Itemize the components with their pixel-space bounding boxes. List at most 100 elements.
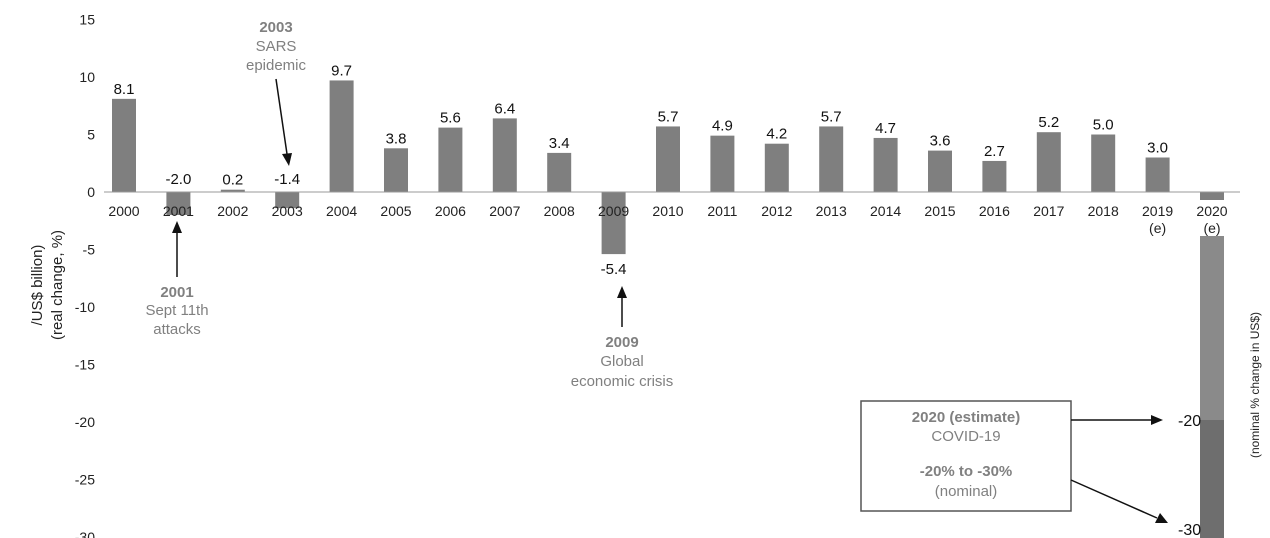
x-tick-sublabel-2019: (e) (1149, 220, 1166, 236)
value-label-2000: 8.1 (114, 81, 135, 98)
x-tick-label-2005: 2005 (380, 203, 411, 219)
annotation-2001-line1: Sept 11th (145, 302, 208, 319)
callout-range: -20% to -30% (920, 463, 1013, 480)
bar-2014 (873, 137, 898, 192)
x-tick-label-2019: 2019 (1142, 203, 1173, 219)
x-tick-label-2008: 2008 (544, 203, 575, 219)
nominal-tick-20: -20 (1178, 413, 1201, 430)
value-label-2011: 4.9 (712, 118, 733, 135)
annotation-2009-year: 2009 (605, 334, 638, 351)
bar-2006 (438, 127, 463, 192)
bar-2019 (1145, 157, 1170, 192)
value-label-2016: 2.7 (984, 143, 1005, 160)
value-label-2002: 0.2 (222, 172, 243, 189)
x-tick-label-2010: 2010 (652, 203, 683, 219)
annotation-2001: 2001 Sept 11th attacks (145, 221, 209, 338)
y-axis-label-line1: /US$ billion) (29, 245, 46, 326)
bar-2008 (547, 152, 572, 192)
x-tick-label-2000: 2000 (108, 203, 139, 219)
callout-title: 2020 (estimate) (912, 409, 1020, 426)
bar-2005 (384, 148, 408, 192)
value-label-2013: 5.7 (821, 108, 842, 125)
bar-2011 (710, 135, 735, 192)
bar-2001 (166, 192, 191, 215)
y-tick-label: -5 (83, 242, 96, 258)
callout-arrowhead-30 (1155, 513, 1168, 523)
x-tick-label-2012: 2012 (761, 203, 792, 219)
y-tick-label: -20 (75, 414, 95, 430)
x-tick-label-2015: 2015 (924, 203, 955, 219)
x-tick-label-2011: 2011 (707, 203, 737, 219)
annotation-2001-line2: attacks (153, 321, 201, 338)
annotation-2003-arrow (275, 78, 288, 155)
x-tick-label-2017: 2017 (1033, 203, 1064, 219)
annotation-2009: 2009 Global economic crisis (571, 286, 674, 390)
callout-arrowhead-20 (1151, 415, 1163, 425)
y-tick-label: 5 (87, 127, 95, 143)
x-tick-label-2013: 2013 (816, 203, 847, 219)
x-tick-label-2006: 2006 (435, 203, 466, 219)
callout-box (860, 400, 1072, 512)
bars (112, 80, 1224, 255)
x-tick-label-2014: 2014 (870, 203, 901, 219)
covid-callout: 2020 (estimate) COVID-19 -20% to -30% (n… (860, 400, 1168, 523)
y-tick-label: -15 (75, 357, 95, 373)
annotation-2003-line2: epidemic (246, 57, 307, 74)
x-axis: 2000 2001 2002 2003 2004 2005 2006 2007 2008 2009… (108, 203, 1227, 236)
value-label-2007: 6.4 (494, 100, 515, 117)
bar-2018 (1091, 134, 1116, 192)
value-label-2009: -5.4 (601, 261, 627, 278)
x-tick-label-2001: 2001 (163, 203, 194, 219)
annotation-2003-year: 2003 (259, 19, 292, 36)
y-tick-label: 0 (87, 184, 95, 200)
annotation-2003: 2003 SARS epidemic (246, 19, 307, 166)
value-label-2005: 3.8 (386, 130, 407, 147)
bar-2020-range-upper (1200, 236, 1224, 420)
annotation-2003-arrowhead (282, 153, 292, 166)
annotation-2001-year: 2001 (160, 284, 193, 301)
callout-arrow-30 (1070, 479, 1158, 519)
value-label-2008: 3.4 (549, 135, 570, 152)
value-label-2006: 5.6 (440, 110, 461, 127)
bar-2016 (982, 160, 1007, 192)
y-tick-label: 10 (79, 69, 95, 85)
value-label-2003: -1.4 (274, 171, 300, 188)
y-axis: 15 10 5 0 -5 -10 -15 -20 -25 -30 (75, 12, 95, 538)
y-tick-label: -30 (75, 529, 95, 538)
x-tick-label-2002: 2002 (217, 203, 248, 219)
value-label-2019: 3.0 (1147, 140, 1168, 157)
bar-2004 (329, 80, 354, 192)
right-axis-label: (nominal % change in US$) (1248, 312, 1262, 458)
bar-2012 (764, 143, 789, 192)
bar-2015 (928, 150, 952, 192)
bar-2007 (492, 118, 517, 192)
value-label-2012: 4.2 (766, 126, 787, 143)
value-labels: 8.1 -2.0 0.2 -1.4 9.7 3.8 5.6 6.4 3.4 -5.4 5.7 4.9 4… (114, 62, 1168, 278)
callout-subtitle: COVID-19 (931, 428, 1000, 445)
value-label-2010: 5.7 (658, 108, 679, 125)
bar-2009 (601, 192, 626, 255)
bar-2002 (220, 189, 245, 192)
x-tick-label-2004: 2004 (326, 203, 357, 219)
value-label-2001: -2.0 (165, 171, 191, 188)
x-tick-label-2018: 2018 (1088, 203, 1119, 219)
bar-2003 (275, 192, 300, 209)
bar-2013 (819, 126, 844, 192)
value-label-2015: 3.6 (930, 133, 951, 150)
x-tick-label-2020: 2020 (1196, 203, 1227, 219)
bar-2000 (112, 98, 136, 192)
bar-2010 (656, 126, 680, 192)
annotation-2003-line1: SARS (256, 38, 297, 55)
annotation-2009-line1: Global (600, 353, 643, 370)
callout-note: (nominal) (935, 483, 998, 500)
x-tick-label-2007: 2007 (489, 203, 520, 219)
annotation-2009-line2: economic crisis (571, 373, 674, 390)
annotation-2001-arrowhead (172, 221, 182, 233)
x-tick-label-2003: 2003 (272, 203, 303, 219)
x-tick-label-2009: 2009 (598, 203, 629, 219)
x-tick-sublabel-2020: (e) (1203, 220, 1220, 236)
bar-2020-range-lower (1200, 420, 1224, 538)
value-label-2018: 5.0 (1093, 117, 1114, 134)
annotation-2009-arrowhead (617, 286, 627, 298)
